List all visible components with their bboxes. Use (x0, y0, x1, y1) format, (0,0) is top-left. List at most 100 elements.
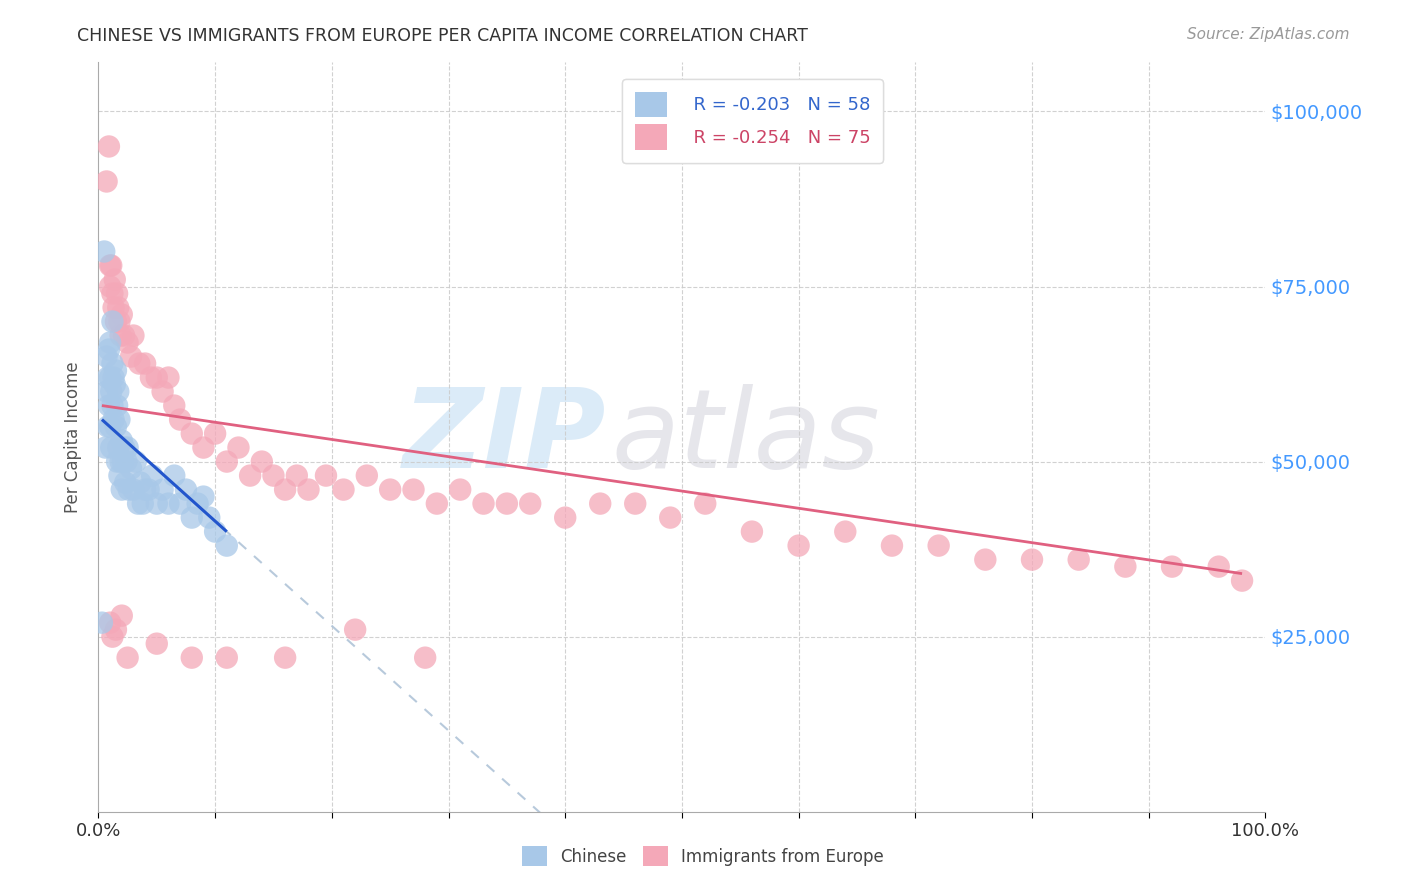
Point (138, 483, 160, 497)
Point (132, 497, 155, 511)
Point (146, 637, 169, 651)
Point (111, 608, 134, 623)
Point (103, 412, 125, 426)
Point (107, 441, 129, 455)
Point (104, 377, 127, 392)
Text: CHINESE VS IMMIGRANTS FROM EUROPE PER CAPITA INCOME CORRELATION CHART: CHINESE VS IMMIGRANTS FROM EUROPE PER CA… (77, 27, 808, 45)
Point (297, 483, 319, 497)
Point (152, 483, 174, 497)
Point (100, 384, 122, 399)
Point (187, 497, 209, 511)
Point (928, 539, 950, 553)
Point (834, 524, 856, 539)
Point (105, 399, 128, 413)
Point (97, 343, 120, 357)
Point (98, 335, 121, 350)
Legend: Chinese, Immigrants from Europe: Chinese, Immigrants from Europe (513, 838, 893, 875)
Point (98, 370, 121, 384)
Point (180, 650, 202, 665)
Point (134, 357, 156, 371)
Point (111, 483, 134, 497)
Point (118, 483, 141, 497)
Point (111, 308, 134, 322)
Point (97, 419, 120, 434)
Point (198, 510, 221, 524)
Point (180, 510, 202, 524)
Point (128, 357, 150, 371)
Point (1021, 552, 1043, 566)
Point (589, 497, 612, 511)
Point (120, 461, 142, 475)
Point (114, 475, 136, 490)
Point (215, 454, 238, 468)
Point (104, 419, 127, 434)
Point (193, 441, 215, 455)
Point (134, 483, 156, 497)
Point (120, 350, 142, 364)
Point (880, 539, 903, 553)
Point (472, 497, 495, 511)
Point (100, 441, 122, 455)
Point (402, 483, 425, 497)
Text: Source: ZipAtlas.com: Source: ZipAtlas.com (1187, 27, 1350, 42)
Point (117, 441, 139, 455)
Point (262, 468, 284, 483)
Point (98, 259, 121, 273)
Y-axis label: Per Capita Income: Per Capita Income (65, 361, 83, 513)
Point (97, 370, 120, 384)
Point (105, 286, 128, 301)
Point (122, 483, 145, 497)
Point (449, 483, 471, 497)
Point (107, 384, 129, 399)
Point (108, 314, 131, 328)
Point (117, 335, 139, 350)
Point (141, 468, 163, 483)
Point (115, 454, 138, 468)
Point (104, 623, 127, 637)
Point (1114, 559, 1136, 574)
Point (139, 370, 162, 384)
Point (163, 399, 186, 413)
Point (787, 539, 810, 553)
Point (1161, 559, 1184, 574)
Point (204, 426, 226, 441)
Point (129, 475, 152, 490)
Point (103, 301, 125, 315)
Point (125, 454, 148, 468)
Point (274, 483, 297, 497)
Point (111, 454, 134, 468)
Point (98, 419, 121, 434)
Point (101, 286, 124, 301)
Point (250, 454, 273, 468)
Point (101, 399, 124, 413)
Point (105, 454, 128, 468)
Point (204, 524, 226, 539)
Point (101, 314, 124, 328)
Point (104, 363, 127, 377)
Point (215, 539, 238, 553)
Point (169, 497, 191, 511)
Point (98, 279, 121, 293)
Point (344, 623, 367, 637)
Point (554, 510, 576, 524)
Point (426, 497, 449, 511)
Point (93, 244, 115, 259)
Point (180, 426, 202, 441)
Point (519, 497, 541, 511)
Point (1230, 574, 1253, 588)
Point (624, 497, 647, 511)
Point (1208, 559, 1230, 574)
Point (228, 441, 250, 455)
Point (174, 483, 197, 497)
Point (107, 301, 129, 315)
Point (146, 497, 169, 511)
Point (110, 454, 132, 468)
Point (97, 399, 120, 413)
Point (101, 630, 124, 644)
Point (100, 259, 122, 273)
Point (285, 468, 308, 483)
Text: ZIP: ZIP (402, 384, 606, 491)
Point (112, 328, 135, 343)
Point (110, 328, 132, 343)
Point (108, 412, 131, 426)
